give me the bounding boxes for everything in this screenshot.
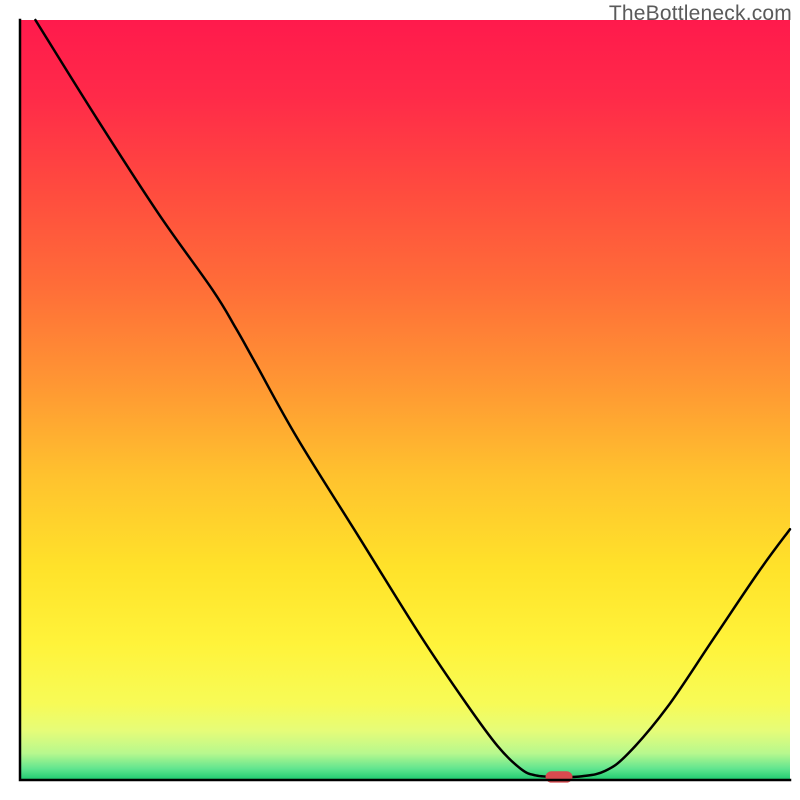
bottleneck-chart	[0, 0, 800, 800]
chart-stage: TheBottleneck.com	[0, 0, 800, 800]
gradient-background	[20, 20, 790, 780]
